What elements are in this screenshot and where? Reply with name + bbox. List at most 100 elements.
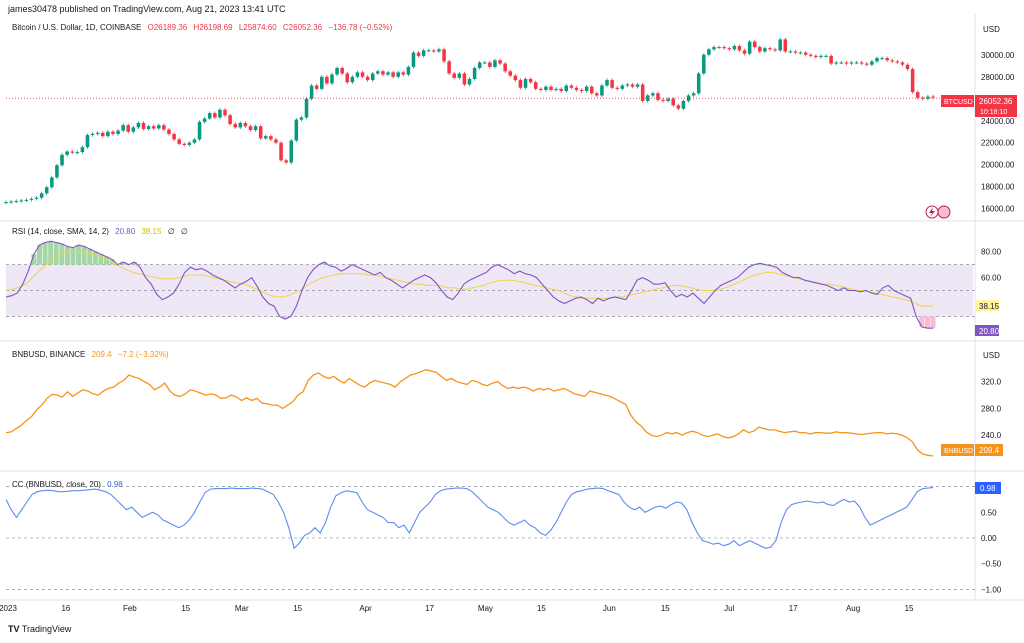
candle-body xyxy=(121,125,125,131)
cc-y-tick: 0.00 xyxy=(981,534,997,543)
candle-body xyxy=(350,76,355,83)
candle-body xyxy=(85,135,90,148)
cc-value-tag-text: 0.98 xyxy=(980,484,996,493)
x-tick-label: Jul xyxy=(724,604,734,613)
candle-body xyxy=(605,80,609,86)
candle-body xyxy=(65,151,69,155)
candle-body xyxy=(686,95,691,101)
btc-symbol-tag xyxy=(941,95,974,107)
bnb-title: BNBUSD, BINANCE xyxy=(12,350,86,359)
candle-body xyxy=(600,85,604,96)
candle-body xyxy=(615,87,619,89)
x-tick-label: 16 xyxy=(61,604,70,613)
footer-branding[interactable]: TV TradingView xyxy=(8,624,71,634)
candle-body xyxy=(269,136,273,140)
flag-event-icon[interactable] xyxy=(937,205,951,219)
candle-body xyxy=(192,139,197,143)
candle-body xyxy=(146,126,151,129)
price-legend: Bitcoin / U.S. Dollar, 1D, COINBASE O261… xyxy=(12,23,396,32)
price-y-tick: 18000.00 xyxy=(981,183,1015,192)
candle-body xyxy=(243,122,248,127)
rsi-value: 20.80 xyxy=(115,227,136,236)
x-tick-label: Mar xyxy=(235,604,249,613)
rsi-value-tag-text: 20.80 xyxy=(979,327,1000,336)
cc-title: CC (BNBUSD, close, 20) xyxy=(12,480,101,489)
candle-body xyxy=(788,51,793,53)
candle-body xyxy=(635,84,640,87)
candle-body xyxy=(370,73,375,81)
lightning-glyph-icon xyxy=(929,207,935,217)
candle-body xyxy=(798,52,803,54)
candle-body xyxy=(666,98,670,101)
candle-body xyxy=(834,62,838,64)
candle-body xyxy=(717,47,721,49)
rsi-line xyxy=(5,240,933,329)
candle-body xyxy=(131,127,136,132)
price-y-tick: 28000.00 xyxy=(981,73,1015,82)
bnb-last-price: 209.4 xyxy=(979,446,1000,455)
candle-body xyxy=(768,48,772,50)
candle-body xyxy=(829,55,833,64)
candle-body xyxy=(19,200,24,202)
tradingview-brand: TradingView xyxy=(21,624,72,634)
candle-body xyxy=(773,49,777,51)
price-high: H26198.69 xyxy=(193,23,233,32)
candle-body xyxy=(60,154,64,166)
candle-body xyxy=(9,201,13,203)
candle-body xyxy=(819,55,823,57)
candle-body xyxy=(39,193,44,198)
candle-body xyxy=(95,132,100,134)
x-tick-label: May xyxy=(478,604,493,613)
x-tick-label: Feb xyxy=(123,604,137,613)
btc-price-tag xyxy=(975,95,1017,117)
price-y-tick: 24000.00 xyxy=(981,117,1015,126)
candle-body xyxy=(157,125,161,129)
candle-body xyxy=(870,61,874,65)
price-title: Bitcoin / U.S. Dollar, 1D, COINBASE xyxy=(12,23,142,32)
candle-body xyxy=(223,109,227,116)
candle-body xyxy=(528,78,533,83)
x-tick-label: 15 xyxy=(537,604,546,613)
candle-body xyxy=(610,80,614,88)
x-axis: 2023 16 Feb 15 Mar 15 Apr 17 May 15 Jun 15 Jul 17 Aug 1… xyxy=(0,604,914,613)
candle-body xyxy=(335,67,339,75)
candle-body xyxy=(849,62,854,64)
x-tick-label: 17 xyxy=(789,604,798,613)
candle-body xyxy=(758,47,762,52)
candle-body xyxy=(330,74,334,84)
candle-body xyxy=(447,61,451,74)
candle-body xyxy=(651,93,655,96)
bnb-symbol-label: BNBUSD xyxy=(944,448,973,455)
tradingview-logo-icon: TV xyxy=(8,624,20,634)
candle-body xyxy=(80,147,85,153)
candle-body xyxy=(391,72,395,77)
candle-body xyxy=(50,177,54,188)
candle-body xyxy=(340,67,344,74)
candle-body xyxy=(910,69,915,93)
candle-body xyxy=(472,67,477,79)
candle-body xyxy=(712,47,716,50)
cc-y-tick: 0.50 xyxy=(981,508,997,517)
candle-body xyxy=(921,97,925,99)
price-change: −136.78 (−0.52%) xyxy=(328,23,393,32)
candle-body xyxy=(386,72,390,75)
candle-body xyxy=(294,119,299,141)
candle-body xyxy=(640,84,645,101)
candle-body xyxy=(75,152,80,154)
candle-body xyxy=(518,80,523,88)
candle-body xyxy=(289,140,294,163)
candle-body xyxy=(284,160,288,163)
price-y-tick: 16000.00 xyxy=(981,205,1015,214)
price-open: O26189.36 xyxy=(147,23,188,32)
bnb-value: 209.4 xyxy=(91,350,112,359)
candle-body xyxy=(732,45,737,50)
candle-body xyxy=(630,84,635,87)
publisher-line: james30478 published on TradingView.com,… xyxy=(8,4,286,14)
candle-body xyxy=(915,92,920,98)
candle-body xyxy=(661,99,665,101)
candle-body xyxy=(859,62,864,64)
candle-body xyxy=(523,78,528,88)
candle-body xyxy=(218,109,222,118)
candle-body xyxy=(55,165,59,178)
